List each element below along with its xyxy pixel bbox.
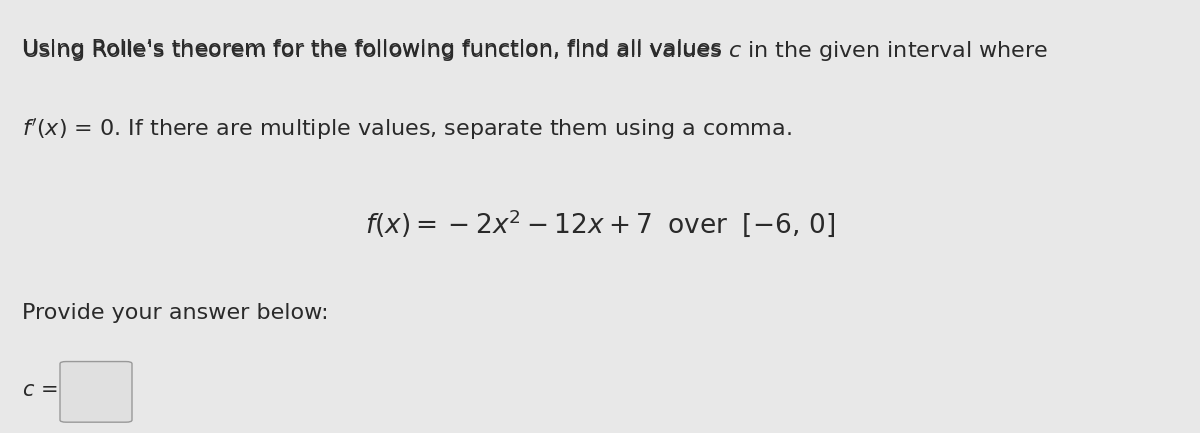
FancyBboxPatch shape [60,362,132,422]
Text: $f(x) = -2x^2 - 12x + 7\;$ over $\;[-6,\,0]$: $f(x) = -2x^2 - 12x + 7\;$ over $\;[-6,\… [365,208,835,239]
Text: Using Rolle’s theorem for the following function, find all values: Using Rolle’s theorem for the following … [22,39,728,59]
Text: $f'(x)$ = 0. If there are multiple values, separate them using a comma.: $f'(x)$ = 0. If there are multiple value… [22,117,791,142]
Text: $c$ =: $c$ = [22,380,58,400]
Text: Using Rolle's theorem for the following function, find all values $c$ in the giv: Using Rolle's theorem for the following … [22,39,1048,63]
Text: Provide your answer below:: Provide your answer below: [22,303,329,323]
